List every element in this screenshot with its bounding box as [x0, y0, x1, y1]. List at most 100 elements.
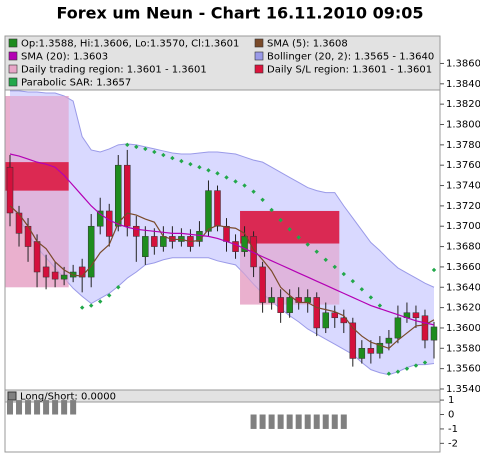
y-tick-label: 1.3540 [446, 384, 480, 395]
sar-dot [278, 217, 283, 223]
sar-dot [107, 293, 112, 298]
sar-dot [323, 257, 328, 262]
y-tick-label: -1 [448, 424, 458, 435]
legend-swatch [8, 51, 18, 61]
y-tick-label: 1.3560 [446, 364, 480, 375]
candle-body [358, 348, 366, 359]
long-short-bar [340, 414, 347, 429]
long-short-bar [304, 414, 311, 429]
y-tick-label: 1.3680 [446, 242, 480, 253]
long-short-bar [34, 400, 41, 415]
candle-body [96, 210, 104, 227]
candle-body [385, 337, 393, 344]
lower-swatch [7, 391, 17, 401]
sar-dot [98, 299, 103, 304]
candle-body [322, 312, 329, 329]
y-tick-label: 1.3700 [446, 221, 480, 232]
candle-body [33, 241, 41, 273]
candle-body [51, 271, 59, 280]
candle-body [87, 225, 95, 278]
y-tick-label: -2 [448, 438, 458, 449]
long-short-bar [313, 414, 320, 429]
candle-body [331, 312, 339, 319]
legend-swatch [254, 51, 264, 61]
legend-swatch [254, 64, 264, 74]
candle-body [133, 225, 140, 237]
candle-body [367, 348, 375, 354]
sar-dot [269, 207, 274, 213]
sar-dot [404, 366, 410, 371]
sar-dot [179, 158, 184, 164]
sar-dot [161, 152, 166, 158]
sar-dot [368, 295, 374, 300]
candle-body [430, 326, 438, 341]
lower-title: Long/Short: 0.0000 [20, 392, 116, 403]
sar-dot [242, 183, 247, 188]
sar-dot [215, 171, 220, 176]
legend-label: SMA (5): 1.3608 [267, 39, 348, 50]
candle-body [42, 266, 50, 278]
y-tick-label: 1.3600 [446, 323, 480, 334]
candle-body [60, 274, 68, 280]
long-short-bar [286, 414, 293, 429]
y-tick-label: 1.3800 [446, 120, 480, 131]
candle-body [394, 317, 402, 339]
sar-dot [287, 227, 292, 232]
sar-dot [88, 303, 94, 308]
y-tick-label: 1.3640 [446, 282, 480, 293]
y-tick-label: 1.3760 [446, 160, 480, 171]
sar-dot [260, 197, 265, 202]
candle-body [349, 322, 357, 359]
sar-dot [359, 287, 365, 292]
legend-label: Daily S/L region: 1.3601 - 1.3601 [267, 65, 432, 76]
y-tick-label: 1.3620 [446, 303, 480, 314]
long-short-bar [52, 400, 59, 415]
candle-body [223, 225, 230, 242]
sar-dot [395, 369, 401, 374]
sar-dot [170, 155, 175, 161]
legend-label: Parabolic SAR: 1.3657 [21, 78, 131, 89]
candle-body [376, 342, 384, 354]
sma-line [9, 153, 435, 326]
long-short-bar [277, 414, 284, 429]
legend-label: Daily trading region: 1.3601 - 1.3601 [21, 65, 207, 76]
sar-dot [350, 278, 356, 284]
candle-body [304, 297, 311, 303]
sar-dot [206, 168, 211, 173]
legend-label: Bollinger (20, 2): 1.3565 - 1.3640 [267, 52, 434, 63]
legend-label: Op:1.3588, Hi:1.3606, Lo:1.3570, Cl:1.36… [21, 39, 239, 50]
legend-label: SMA (20): 1.3603 [21, 52, 108, 63]
y-tick-label: 1.3660 [446, 262, 480, 273]
candle-body [268, 297, 275, 303]
long-short-bar [16, 400, 23, 415]
long-short-bar [295, 414, 302, 429]
candle-body [105, 210, 113, 237]
legend-swatch [254, 38, 264, 48]
legend-swatch [8, 38, 18, 48]
sar-dot [431, 267, 437, 273]
bollinger-upper [10, 90, 435, 288]
y-tick-label: 1 [448, 395, 454, 406]
sar-dot [125, 142, 130, 148]
candle-body [124, 164, 131, 227]
sma-line [9, 205, 435, 349]
long-short-bar [331, 414, 338, 429]
long-short-bar [322, 414, 329, 429]
y-tick-label: 1.3820 [446, 99, 480, 110]
sar-dot [305, 242, 310, 247]
long-short-bar [43, 400, 50, 415]
y-tick-label: 1.3720 [446, 201, 480, 212]
candle-body [412, 312, 420, 319]
sar-dot [188, 161, 193, 167]
sar-dot [143, 146, 148, 152]
candle-body [15, 212, 23, 234]
candle-body [241, 236, 248, 252]
y-tick-label: 1.3860 [446, 58, 480, 69]
sar-dot [341, 271, 346, 277]
sar-dot [233, 179, 238, 184]
candle-body [214, 190, 221, 227]
y-tick-label: 1.3840 [446, 79, 480, 90]
y-tick-label: 1.3580 [446, 343, 480, 354]
candle-body [205, 190, 212, 232]
